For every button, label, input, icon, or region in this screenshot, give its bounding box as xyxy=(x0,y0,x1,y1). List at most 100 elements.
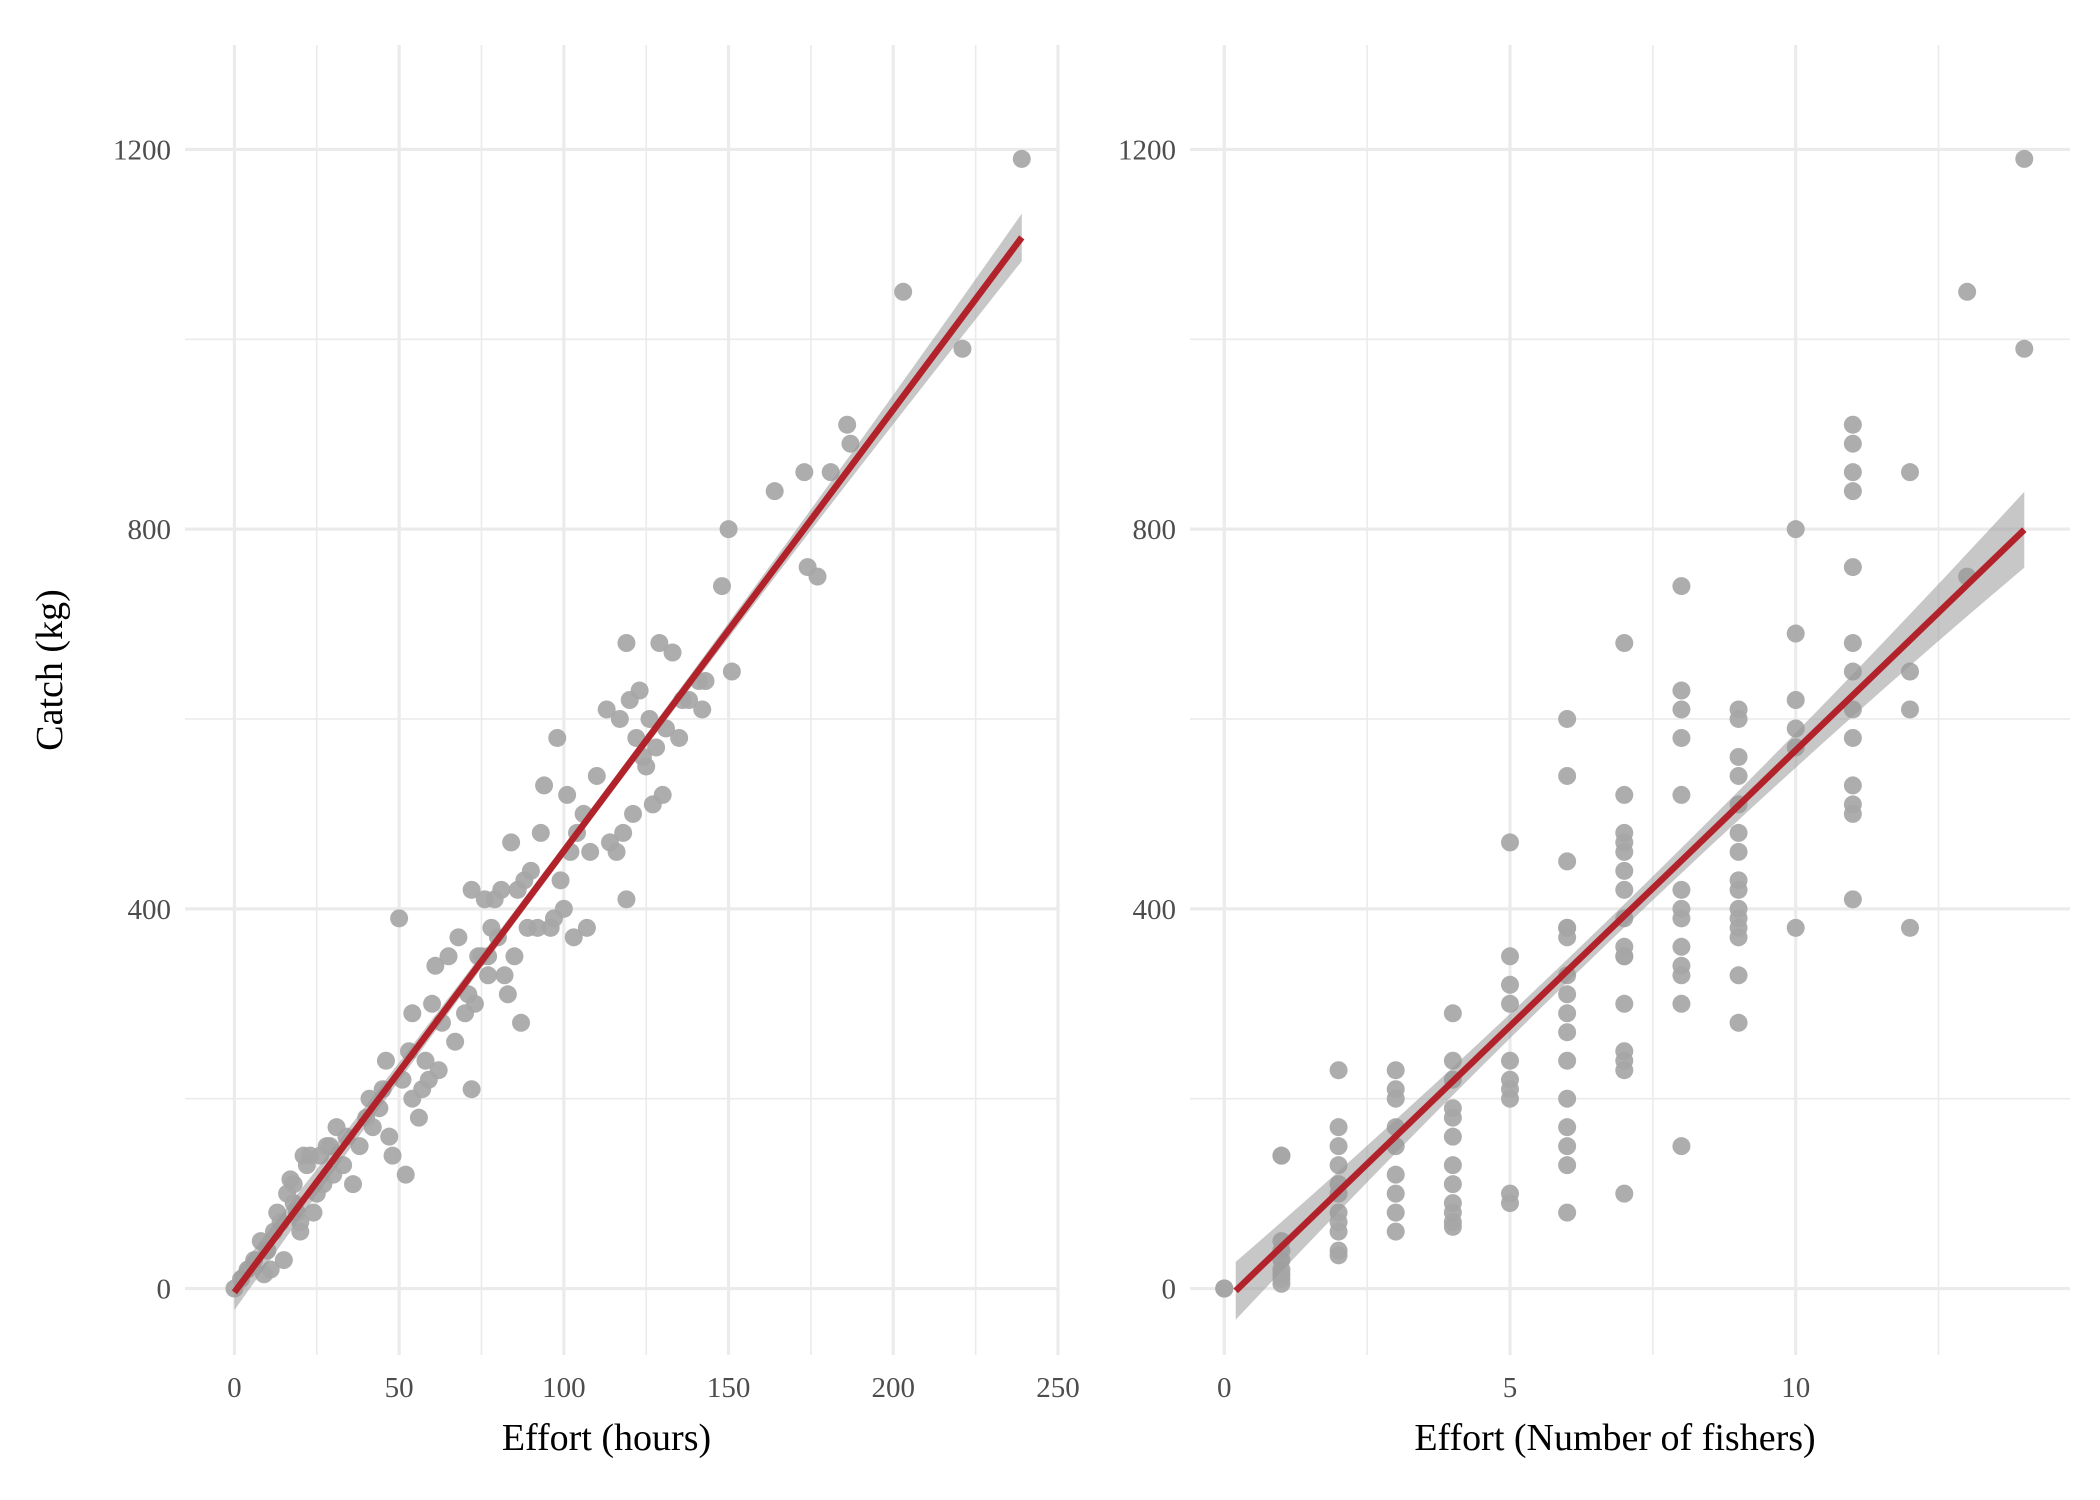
data-point xyxy=(1729,747,1748,766)
x-axis-title: Effort (hours) xyxy=(502,1417,711,1459)
data-points xyxy=(225,149,1031,1298)
data-point xyxy=(1558,709,1577,728)
data-point xyxy=(838,415,857,434)
data-point xyxy=(416,1051,435,1070)
data-point xyxy=(554,899,573,918)
data-point xyxy=(1729,1013,1748,1032)
data-point xyxy=(1729,880,1748,899)
data-point xyxy=(1558,1051,1577,1070)
regression-line xyxy=(1233,527,2027,1294)
data-point xyxy=(610,709,629,728)
data-point xyxy=(1329,1222,1348,1241)
data-point xyxy=(1729,823,1748,842)
data-point xyxy=(479,966,498,985)
data-point xyxy=(1615,1061,1634,1080)
data-point xyxy=(1329,1137,1348,1156)
x-tick-label: 5 xyxy=(1503,1372,1518,1404)
data-point xyxy=(1843,415,1862,434)
data-point xyxy=(1843,482,1862,501)
data-point xyxy=(1672,880,1691,899)
data-point xyxy=(1729,709,1748,728)
gridlines xyxy=(1190,45,2070,1355)
data-point xyxy=(558,785,577,804)
data-point xyxy=(551,871,570,890)
data-point xyxy=(1443,1217,1462,1236)
data-point xyxy=(1558,1004,1577,1023)
data-point xyxy=(1501,975,1519,994)
data-point xyxy=(693,700,712,719)
panel-effort-hours: 0 50 100 150 200 250 0 400 800 1200 Effort (hours)… xyxy=(29,45,1080,1459)
data-point xyxy=(1386,1089,1405,1108)
data-point xyxy=(521,861,540,880)
data-point xyxy=(564,928,583,947)
data-point xyxy=(607,842,626,861)
data-point xyxy=(1501,947,1519,966)
data-point xyxy=(617,634,636,653)
data-point xyxy=(1729,842,1748,861)
data-point xyxy=(376,1051,395,1070)
data-point xyxy=(722,662,741,681)
data-point xyxy=(577,918,596,937)
data-point xyxy=(449,928,468,947)
data-point xyxy=(380,1127,399,1146)
data-point xyxy=(1843,776,1862,795)
data-point xyxy=(2015,339,2034,358)
data-point xyxy=(1272,1274,1291,1293)
gridlines xyxy=(185,45,1060,1355)
data-point xyxy=(1558,918,1577,937)
y-tick-label: 1200 xyxy=(113,134,171,166)
data-point xyxy=(1843,558,1862,577)
data-point xyxy=(396,1165,415,1184)
data-point xyxy=(719,520,738,539)
data-point xyxy=(1501,1194,1519,1213)
data-point xyxy=(1558,1156,1577,1175)
x-tick-label: 200 xyxy=(872,1372,916,1404)
data-point xyxy=(1786,918,1805,937)
data-point xyxy=(495,966,514,985)
data-point xyxy=(1443,1127,1462,1146)
panel-effort-fishers: 0 5 10 0 400 800 1200 Effort (Number of fishers… xyxy=(1118,45,2070,1459)
data-point xyxy=(1672,994,1691,1013)
data-point xyxy=(1672,909,1691,928)
data-point xyxy=(712,577,731,596)
data-point xyxy=(1558,985,1577,1004)
data-point xyxy=(502,833,521,852)
data-point xyxy=(1558,1089,1577,1108)
data-point xyxy=(1672,937,1691,956)
data-point xyxy=(795,463,814,482)
data-point xyxy=(696,672,715,691)
data-point xyxy=(1786,691,1805,709)
x-tick-label: 100 xyxy=(542,1372,586,1404)
data-point xyxy=(1672,1137,1691,1156)
x-tick-label: 0 xyxy=(1217,1372,1232,1404)
data-point xyxy=(1672,728,1691,747)
data-point xyxy=(1843,890,1862,909)
data-point xyxy=(390,909,409,928)
data-point xyxy=(439,947,458,966)
data-point xyxy=(1843,463,1862,482)
data-point xyxy=(1386,1184,1405,1203)
y-tick-label: 400 xyxy=(128,894,172,926)
data-point xyxy=(1615,880,1634,899)
data-point xyxy=(1386,1061,1405,1080)
data-point xyxy=(1901,463,1919,482)
data-point xyxy=(647,738,666,757)
y-tick-label: 800 xyxy=(128,514,172,546)
data-point xyxy=(1843,804,1862,823)
y-axis-title: Catch (kg) xyxy=(29,589,71,750)
data-point xyxy=(1329,1061,1348,1080)
data-point xyxy=(1329,1246,1348,1265)
data-point xyxy=(953,339,972,358)
data-point xyxy=(344,1175,363,1194)
data-point xyxy=(1443,1108,1462,1127)
x-tick-label: 250 xyxy=(1036,1372,1080,1404)
data-point xyxy=(1672,700,1691,719)
data-point xyxy=(531,823,550,842)
x-axis-title: Effort (Number of fishers) xyxy=(1414,1417,1815,1459)
data-point xyxy=(1443,1004,1462,1023)
data-point xyxy=(528,918,547,937)
data-point xyxy=(1672,577,1691,596)
data-point xyxy=(663,643,682,662)
data-point xyxy=(1558,1137,1577,1156)
